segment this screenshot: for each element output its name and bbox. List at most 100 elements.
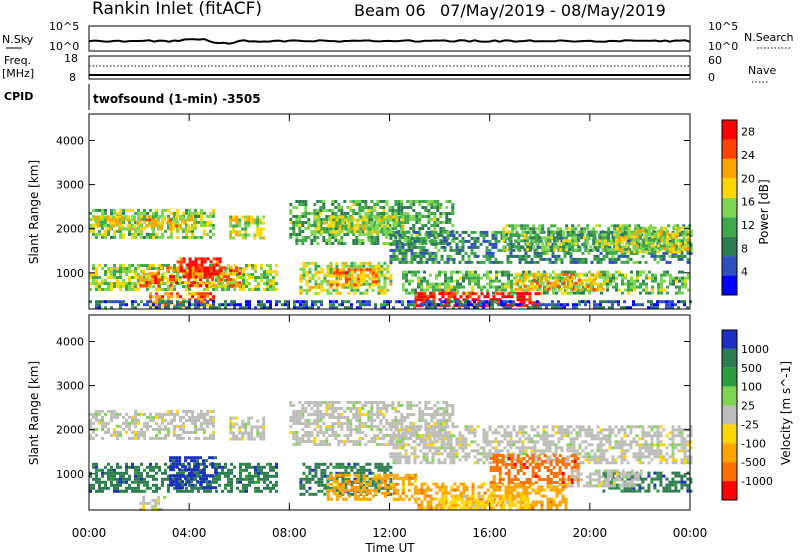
power-cell <box>149 300 152 304</box>
power-cell <box>110 285 113 288</box>
power-cell <box>337 209 341 212</box>
power-cell <box>176 229 179 233</box>
power-cell <box>520 281 524 285</box>
power-cell <box>447 288 450 292</box>
power-cell <box>419 248 423 252</box>
power-cell <box>307 218 311 221</box>
power-cell <box>431 300 434 304</box>
velocity-cell <box>107 421 110 425</box>
power-cell <box>529 281 533 285</box>
velocity-cell <box>412 425 416 428</box>
velocity-cell <box>331 428 335 431</box>
velocity-cell <box>304 401 308 404</box>
power-cell <box>684 279 687 283</box>
power-cell <box>316 236 320 239</box>
velocity-cell <box>328 404 332 407</box>
power-cell <box>438 270 441 274</box>
power-cell <box>292 230 296 233</box>
power-cell <box>176 226 179 230</box>
velocity-cell <box>370 419 374 422</box>
power-cell <box>560 239 564 243</box>
power-cell <box>185 229 188 233</box>
power-cell <box>269 279 272 282</box>
power-cell <box>289 203 293 206</box>
power-cell <box>574 236 578 240</box>
power-cell <box>596 245 600 249</box>
power-cell <box>477 279 480 283</box>
power-cell <box>373 242 377 245</box>
power-cell <box>376 236 380 239</box>
power-cell <box>209 264 212 267</box>
power-cell <box>668 245 672 249</box>
power-cell <box>438 285 441 289</box>
power-cell <box>547 236 551 240</box>
power-cell <box>685 245 689 249</box>
power-cell <box>121 218 124 222</box>
power-cell <box>541 224 545 228</box>
velocity-cell <box>319 419 323 422</box>
power-cell <box>683 226 687 230</box>
power-cell <box>455 242 459 246</box>
velocity-cell <box>134 412 137 416</box>
velocity-cell <box>197 418 200 422</box>
power-cell <box>229 215 233 219</box>
velocity-cell <box>119 424 122 428</box>
velocity-cell <box>328 407 332 410</box>
power-cell <box>263 288 266 291</box>
power-cell <box>683 241 687 245</box>
power-cell <box>194 263 198 267</box>
power-cell <box>489 279 492 283</box>
power-cell <box>665 232 669 236</box>
power-cell <box>254 288 257 291</box>
power-cell <box>311 285 315 289</box>
power-cell <box>528 301 532 305</box>
power-cell <box>562 239 566 243</box>
power-cell <box>299 306 302 310</box>
power-cell <box>305 279 309 283</box>
power-cell <box>433 203 437 206</box>
power-cell <box>358 212 362 215</box>
power-cell <box>608 306 611 310</box>
power-cell <box>398 257 402 261</box>
power-cell <box>344 280 348 284</box>
velocity-cell <box>298 440 302 443</box>
power-cell <box>134 229 137 233</box>
power-cell <box>683 303 686 307</box>
power-cell <box>122 211 125 215</box>
power-cell <box>674 232 678 236</box>
velocity-cell <box>364 425 368 428</box>
power-cell <box>638 226 642 230</box>
power-cell <box>418 227 422 230</box>
power-cell <box>539 254 543 258</box>
power-cell <box>540 291 543 295</box>
power-cell <box>535 236 539 240</box>
power-cell <box>402 282 405 286</box>
power-cell <box>517 287 521 291</box>
velocity-cell <box>394 419 398 422</box>
power-cell <box>112 221 115 225</box>
power-cell <box>134 285 137 288</box>
power-cell <box>137 229 140 233</box>
power-cell <box>677 250 681 254</box>
power-cell <box>295 224 299 227</box>
power-cell <box>149 295 153 299</box>
power-cell <box>456 282 459 286</box>
power-cell <box>137 208 140 212</box>
power-cell <box>452 300 455 304</box>
power-cell <box>448 200 452 203</box>
velocity-cell <box>176 436 179 440</box>
power-cell <box>509 251 513 255</box>
power-cell <box>173 288 176 291</box>
power-cell <box>298 233 302 236</box>
power-cell <box>218 269 222 273</box>
power-cell <box>563 254 567 258</box>
power-cell <box>529 233 533 237</box>
power-cell <box>131 288 134 291</box>
velocity-cell <box>241 422 245 426</box>
power-cell <box>461 303 464 307</box>
power-cell <box>247 224 251 228</box>
power-cell <box>113 211 116 215</box>
power-cell <box>323 230 327 234</box>
velocity-cell <box>394 437 398 440</box>
power-cell <box>441 270 444 274</box>
